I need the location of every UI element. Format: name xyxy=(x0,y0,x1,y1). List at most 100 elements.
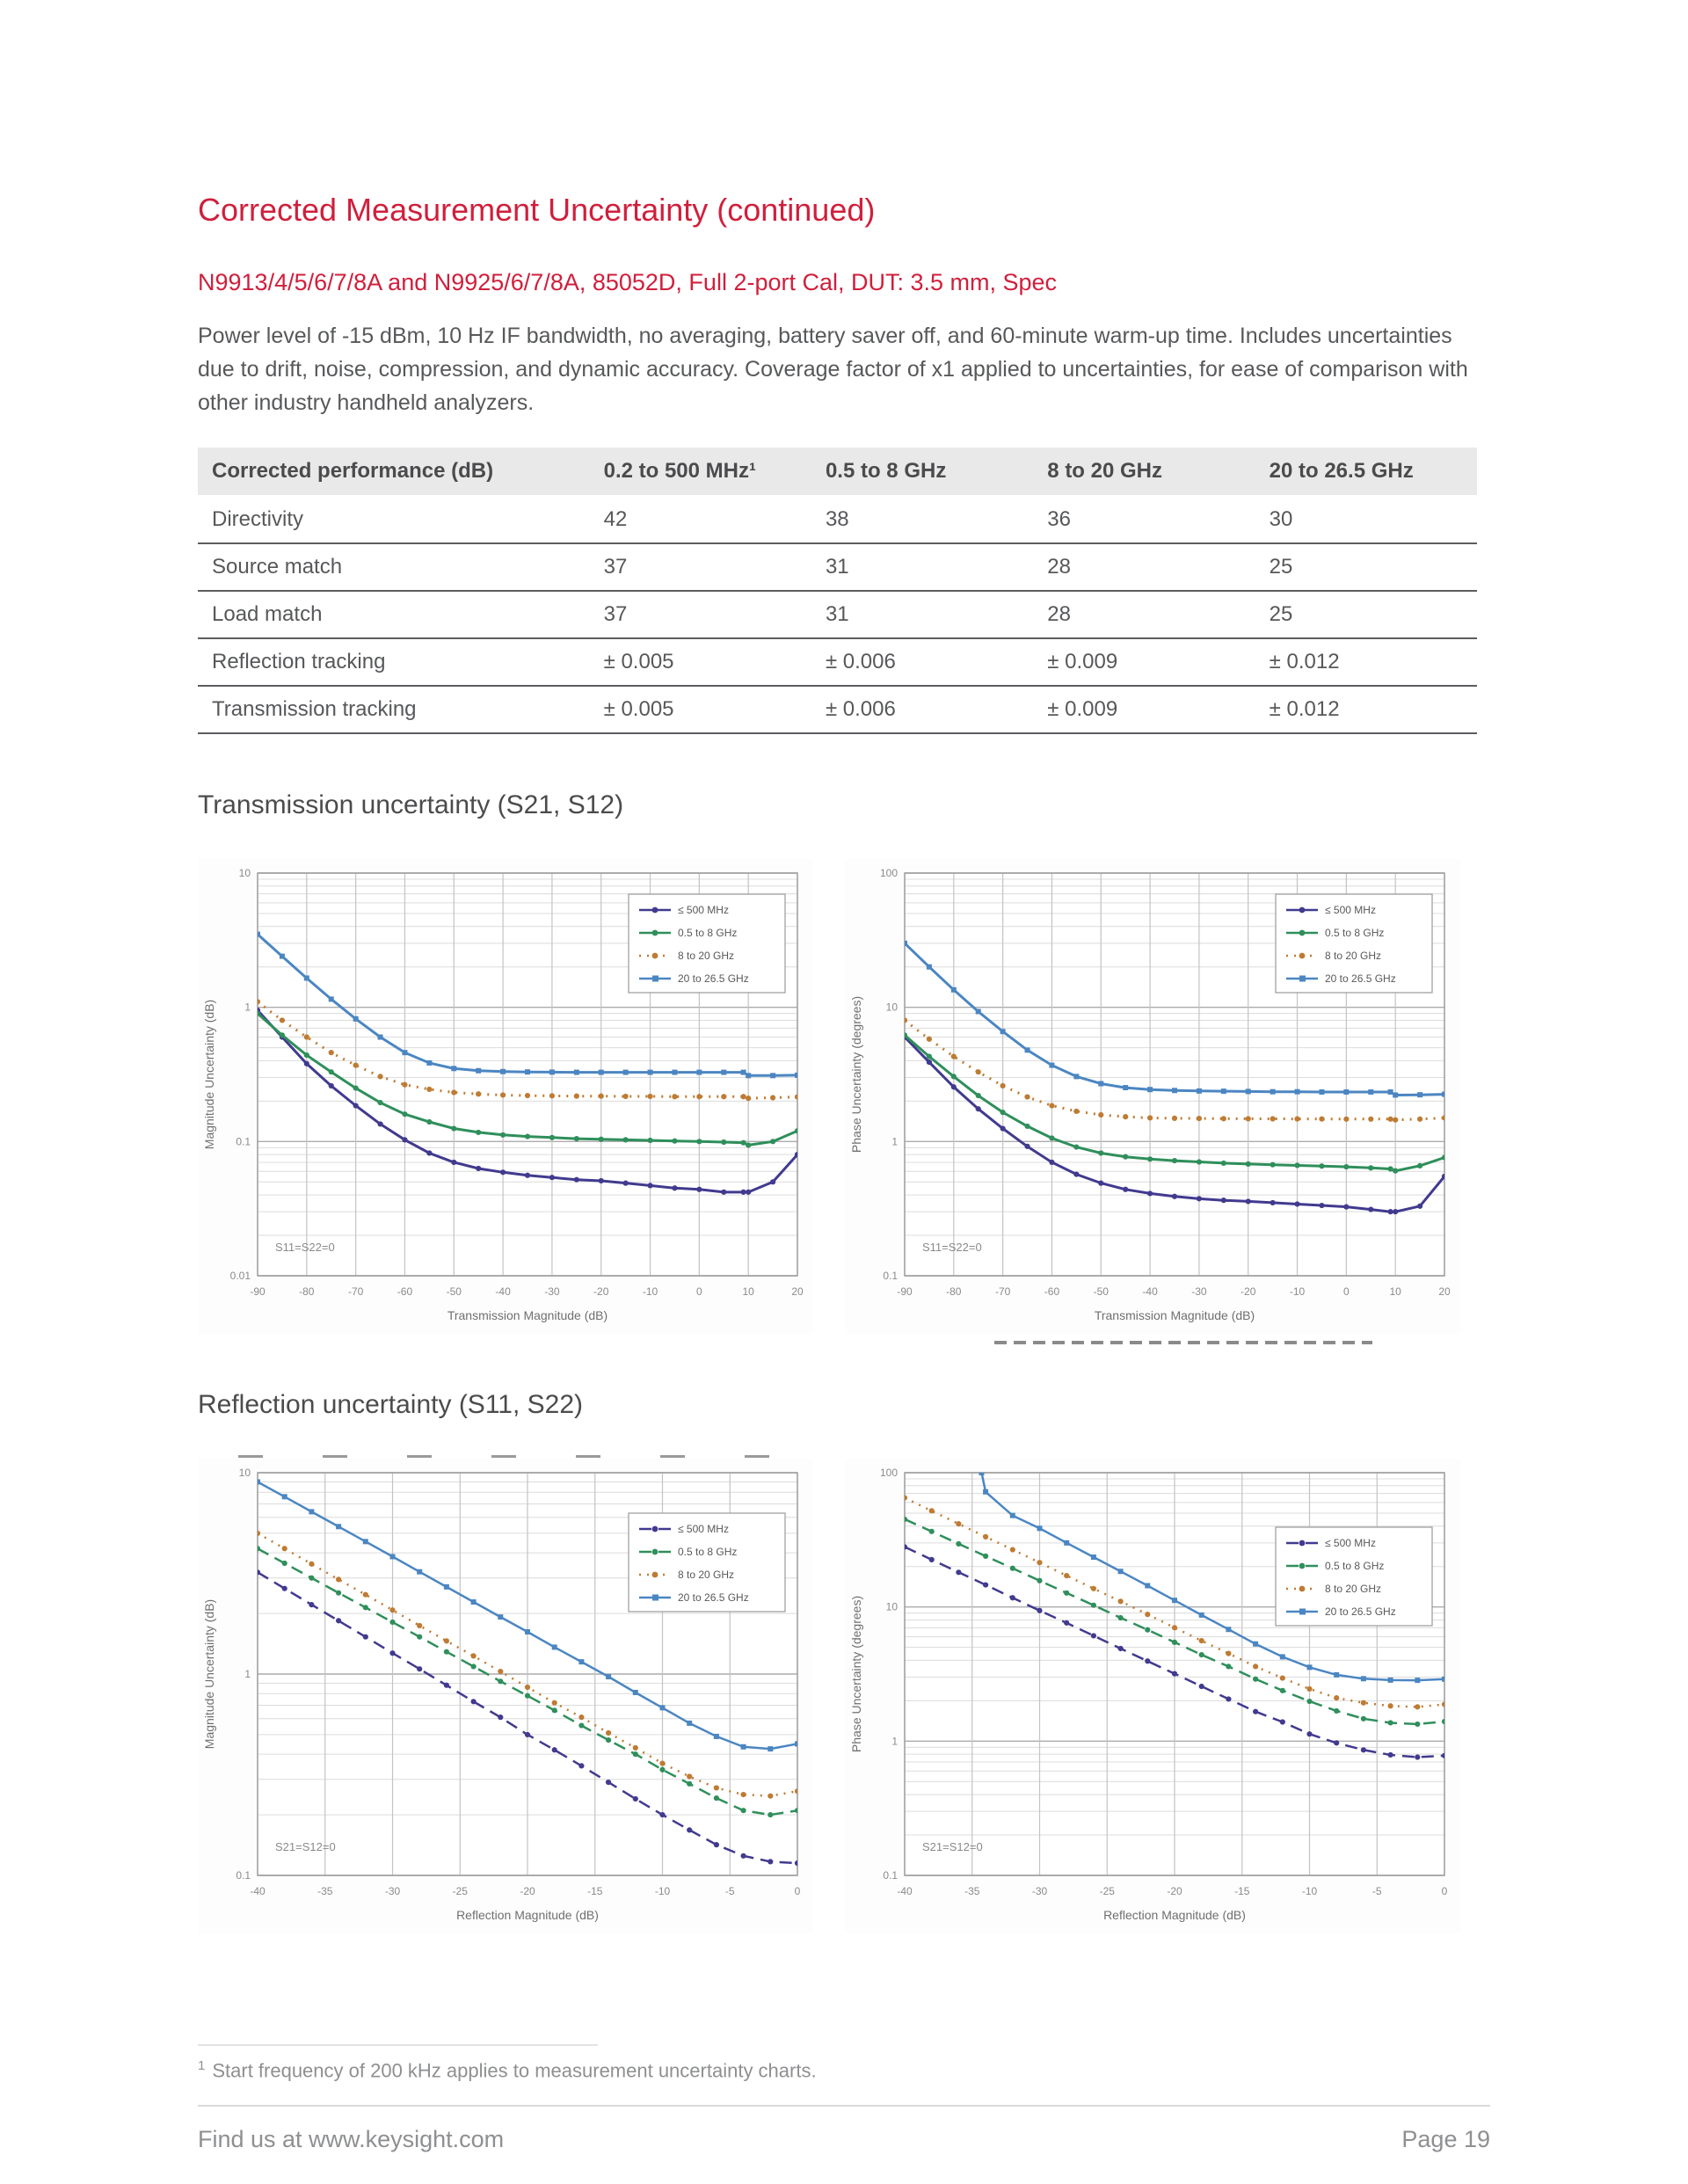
data-point-marker xyxy=(926,1059,933,1066)
data-point-marker xyxy=(606,1736,612,1744)
data-point-marker xyxy=(1000,1110,1006,1116)
data-point-marker xyxy=(1024,1143,1030,1149)
data-point-marker xyxy=(632,1689,638,1695)
data-point-marker xyxy=(1196,1196,1203,1202)
data-point-marker xyxy=(721,1189,727,1195)
data-point-marker xyxy=(281,1546,287,1552)
legend: ≤ 500 MHz 0.5 to 8 GHz 8 to 20 GHz 20 to 26… xyxy=(1275,1526,1433,1627)
data-point-marker xyxy=(794,1128,797,1134)
y-tick-label: 10 xyxy=(886,1001,899,1014)
data-point-marker xyxy=(956,1569,962,1576)
data-point-marker xyxy=(1360,1715,1366,1722)
data-point-marker xyxy=(451,1125,457,1132)
performance-table: Corrected performance (dB) 0.2 to 500 MHz… xyxy=(198,448,1477,734)
data-point-marker xyxy=(1220,1116,1226,1122)
data-point-marker xyxy=(1294,1116,1300,1122)
x-tick-label: -30 xyxy=(1032,1885,1048,1897)
data-point-marker xyxy=(1319,1163,1325,1169)
data-point-marker xyxy=(524,1092,531,1099)
cropped-caption-fragment xyxy=(994,1341,1372,1344)
data-point-marker xyxy=(926,1053,933,1059)
data-point-marker xyxy=(928,1556,935,1563)
x-tick-label: -20 xyxy=(593,1285,609,1298)
data-point-marker xyxy=(1090,1602,1096,1608)
data-point-marker xyxy=(1000,1029,1006,1035)
x-tick-label: -15 xyxy=(587,1885,603,1897)
data-point-marker xyxy=(498,1668,504,1675)
data-point-marker xyxy=(1145,1627,1151,1633)
x-tick-label: -10 xyxy=(655,1885,671,1897)
data-point-marker xyxy=(905,1495,908,1501)
data-point-marker xyxy=(551,1747,557,1753)
data-point-marker xyxy=(281,1560,287,1567)
data-point-marker xyxy=(303,1060,309,1067)
data-point-marker xyxy=(1360,1700,1366,1706)
data-point-marker xyxy=(632,1751,638,1758)
page-number: Page 19 xyxy=(1401,2126,1490,2153)
data-point-marker xyxy=(721,1139,727,1146)
data-point-marker xyxy=(551,1644,557,1650)
data-point-marker xyxy=(1387,1751,1393,1758)
data-point-marker xyxy=(687,1827,693,1833)
data-point-marker xyxy=(1196,1116,1203,1122)
x-tick-label: -40 xyxy=(897,1885,913,1897)
series-20 to 26.5 GHz xyxy=(258,1479,797,1752)
data-point-marker xyxy=(905,940,907,946)
data-point-marker xyxy=(1416,1162,1423,1168)
data-point-marker xyxy=(696,1094,702,1100)
data-point-marker xyxy=(1415,1754,1421,1760)
table-cell: 30 xyxy=(1255,495,1477,543)
data-point-marker xyxy=(578,1659,585,1665)
legend-label: ≤ 500 MHz xyxy=(1325,904,1376,916)
transmission-phase-chart: 0.1 1 10 100 -90 -80 -70 -60 -50 -40 -30 -20 -10 0 10 2… xyxy=(845,859,1460,1344)
footer-link[interactable]: Find us at www.keysight.com xyxy=(198,2126,505,2153)
data-point-marker xyxy=(1343,1116,1350,1122)
data-point-marker xyxy=(389,1650,396,1656)
data-point-marker xyxy=(598,1136,604,1142)
reflection-charts-row: 0.1 1 10 -40 -35 -30 -25 -20 -15 -10 -5 0 Reflection… xyxy=(198,1455,1490,1933)
annotation-text: S21=S12=0 xyxy=(275,1840,336,1853)
data-point-marker xyxy=(426,1059,433,1066)
data-point-marker xyxy=(956,1540,962,1547)
data-point-marker xyxy=(794,1860,797,1867)
data-point-marker xyxy=(950,1053,957,1059)
legend-label: 8 to 20 GHz xyxy=(1325,950,1381,962)
data-point-marker xyxy=(1306,1664,1313,1671)
data-point-marker xyxy=(905,1544,908,1550)
data-point-marker xyxy=(1009,1512,1015,1518)
data-point-marker xyxy=(258,1546,261,1552)
x-tick-label: -90 xyxy=(897,1285,913,1298)
legend-marker xyxy=(1299,1562,1306,1569)
data-point-marker xyxy=(443,1682,449,1688)
data-point-marker xyxy=(258,1479,260,1485)
data-point-marker xyxy=(551,1700,557,1706)
data-point-marker xyxy=(928,1508,935,1514)
data-point-marker xyxy=(549,1134,556,1140)
data-point-marker xyxy=(328,1069,334,1075)
data-point-marker xyxy=(1171,1193,1178,1199)
table-cell: Directivity xyxy=(198,495,590,543)
reflection-section-heading: Reflection uncertainty (S11, S22) xyxy=(198,1390,584,1419)
performance-table-body: Directivity 42 38 36 30 Source match 37 31 28 25 L… xyxy=(198,495,1477,734)
data-point-marker xyxy=(498,1714,504,1721)
data-point-marker xyxy=(1145,1658,1151,1664)
data-point-marker xyxy=(1387,1166,1393,1172)
y-tick-label: 1 xyxy=(244,1001,251,1014)
data-point-marker xyxy=(1171,1158,1178,1164)
data-point-marker xyxy=(499,1092,506,1098)
data-point-marker xyxy=(622,1093,629,1100)
data-point-marker xyxy=(1198,1683,1204,1690)
data-point-marker xyxy=(303,1034,309,1040)
data-point-marker xyxy=(1416,1203,1423,1209)
data-point-marker xyxy=(606,1674,612,1680)
data-point-marker xyxy=(659,1766,666,1773)
series-0.5 to 8 GHz xyxy=(258,1010,797,1148)
y-tick-label: 1 xyxy=(244,1668,251,1680)
data-point-marker xyxy=(377,1034,383,1040)
data-point-marker xyxy=(362,1591,368,1598)
data-point-marker xyxy=(659,1760,666,1766)
legend-label: 0.5 to 8 GHz xyxy=(678,1546,737,1558)
data-point-marker xyxy=(794,1152,797,1158)
table-cell: ± 0.009 xyxy=(1033,685,1255,734)
data-point-marker xyxy=(426,1086,433,1093)
